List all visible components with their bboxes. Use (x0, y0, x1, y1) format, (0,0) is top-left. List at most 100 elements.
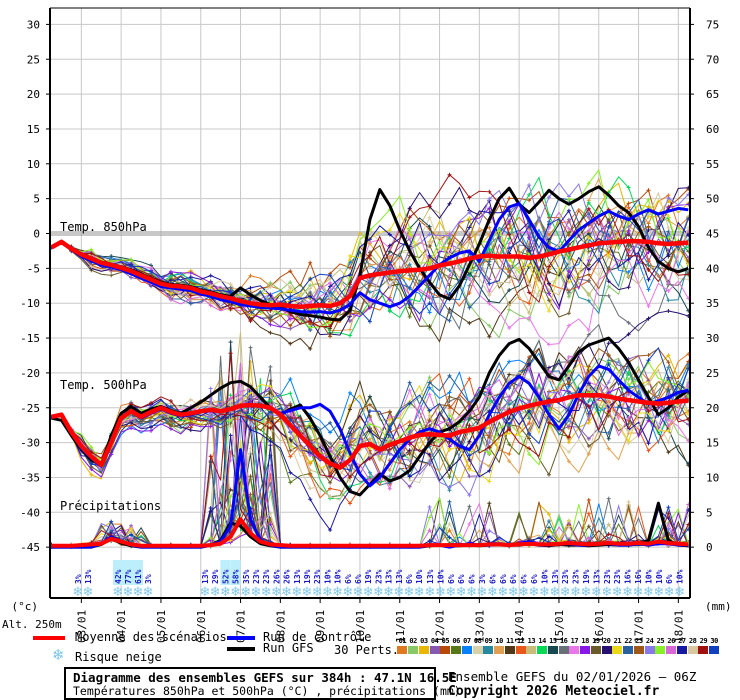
left-axis-tick: -15 (20, 332, 40, 345)
snow-risk-percent: 61% (134, 569, 143, 584)
pert-legend-item: 22 (623, 637, 634, 654)
pert-number: 18 (581, 637, 589, 645)
snow-risk-percent: 6% (530, 574, 539, 584)
snow-risk-percent: 16% (634, 569, 643, 584)
pert-legend-item: 01 (397, 637, 408, 654)
right-axis-tick: 40 (706, 262, 719, 275)
date-label: 12/01 (434, 610, 447, 643)
pert-number: 09 (484, 637, 493, 645)
snow-risk-percent: 77% (124, 569, 133, 584)
left-axis-tick: 20 (27, 88, 40, 101)
date-label: 07/01 (235, 610, 248, 643)
left-axis-tick: -10 (20, 297, 40, 310)
pert-number: 23 (635, 637, 643, 645)
left-axis-tick: 25 (27, 53, 40, 66)
right-axis-tick: 55 (706, 158, 719, 171)
snow-risk-percent: 13% (201, 569, 210, 584)
snow-risk-percent: 23% (603, 569, 612, 584)
snow-risk-percent: 6% (488, 574, 497, 584)
snow-risk-percent: 10% (644, 569, 653, 584)
pert-legend-item: 14 (537, 637, 548, 654)
snow-risk-percent: 23% (313, 569, 322, 584)
left-axis-tick: 10 (27, 158, 40, 171)
pert-number: 22 (624, 637, 632, 645)
copyright: Copyright 2026 Meteociel.fr (448, 684, 660, 699)
left-axis-tick: 5 (33, 193, 40, 206)
snowflake-icon: ❄ (353, 585, 364, 600)
pert-legend-item: 27 (676, 637, 688, 654)
snowflake-icon: ❄ (664, 585, 675, 600)
snow-risk-percent: 26% (283, 569, 292, 584)
pert-number: 08 (473, 637, 482, 645)
pert-number: 05 (441, 637, 450, 645)
snow-risk-percent: 10% (436, 569, 445, 584)
right-axis-tick: 5 (706, 506, 713, 519)
snowflake-icon: ❄ (601, 585, 612, 600)
snowflake-icon: ❄ (508, 585, 519, 600)
snowflake-icon: ❄ (200, 585, 211, 600)
legend-gfs-label: Run GFS (263, 641, 314, 655)
snow-risk-percent: 13% (84, 569, 93, 584)
snowflake-icon: ❄ (73, 585, 84, 600)
snowflake-icon: ❄ (445, 585, 456, 600)
date-label: 14/01 (513, 610, 526, 643)
mean-t500-line (51, 392, 689, 470)
left-axis-tick: -5 (27, 262, 40, 275)
pert-number: 04 (430, 637, 439, 645)
pert-color-swatch (623, 646, 634, 654)
pert-number: 24 (645, 637, 654, 645)
snowflake-icon: ❄ (477, 585, 488, 600)
snow-risk-percent: 10% (334, 569, 343, 584)
snowflake-icon: ❄ (425, 585, 436, 600)
snowflake-icon: ❄ (581, 585, 592, 600)
legend-perts-label: 30 Perts. (334, 643, 400, 657)
pert-number: 19 (592, 637, 600, 645)
pert-legend-item: 15 (547, 637, 559, 654)
left-unit-label: (°c) (12, 600, 39, 613)
date-label: 06/01 (195, 610, 208, 643)
pert-color-swatch (580, 646, 591, 654)
snowflake-icon: ❄ (133, 585, 144, 600)
left-axis-tick: -40 (20, 506, 40, 519)
right-axis-tick: 45 (706, 228, 719, 241)
pert-legend-item: 24 (644, 637, 655, 654)
snow-risk-percent: 10% (676, 569, 685, 584)
t850-label: Temp. 850hPa (60, 220, 147, 234)
altitude-label: Alt. 250m (2, 618, 62, 631)
snowflake-icon: ❄ (210, 585, 221, 600)
right-axis-tick: 15 (706, 437, 719, 450)
snowflake-icon: ❄ (674, 585, 685, 600)
pert-color-swatch (483, 646, 494, 654)
snow-risk-percent: 10% (323, 569, 332, 584)
pert-legend-item: 28 (687, 637, 698, 654)
pert-legend-item: 23 (633, 637, 645, 654)
pert-legend-item: 20 (601, 637, 612, 654)
date-label: 04/01 (115, 610, 128, 643)
mean-precip-mm-line (51, 517, 689, 548)
snowflake-icon: ❄ (342, 585, 353, 600)
pert-number: 17 (570, 637, 579, 645)
left-axis-tick: -35 (20, 471, 40, 484)
pert-number: 11 (506, 637, 514, 645)
snowflake-icon: ❄ (220, 585, 231, 600)
snowflake-icon: ❄ (549, 585, 560, 600)
mean-t850-line (50, 238, 689, 309)
ensemble-member-line (50, 185, 690, 336)
pert-legend-item: 11 (504, 637, 516, 654)
run-info: Ensemble GEFS du 02/01/2026 – 06Z (448, 669, 697, 684)
pert-color-swatch (494, 646, 505, 654)
pert-legend-item: 05 (440, 637, 451, 654)
pert-number: 28 (688, 637, 697, 645)
snowflake-icon: ❄ (230, 585, 241, 600)
pert-number: 29 (699, 637, 708, 645)
perturbation-color-strip: 01 02 03 04 05 06 07 08 09 10 11 12 13 14 15 16 17 18 19 20… (397, 637, 720, 654)
snowflake-icon: ❄ (261, 585, 272, 600)
snowflake-icon: ❄ (393, 585, 404, 600)
right-axis-tick: 75 (706, 18, 719, 31)
pert-legend-item: 16 (558, 637, 569, 654)
pert-legend-item: 19 (590, 637, 602, 654)
left-axis-tick: -45 (20, 541, 40, 554)
left-axis-tick: 0 (33, 228, 40, 241)
right-axis-tick: 50 (706, 193, 719, 206)
snowflake-icon: ❄ (570, 585, 581, 600)
